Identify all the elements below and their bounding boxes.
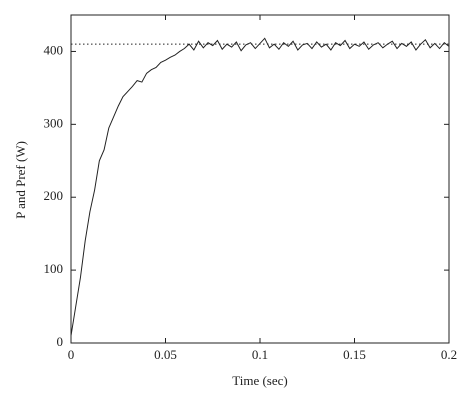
x-tick-label: 0.05 (154, 347, 177, 362)
data-line (70, 37, 450, 336)
y-tick-label: 300 (44, 115, 64, 130)
plot-frame (70, 14, 450, 344)
x-tick-label: 0.1 (252, 347, 268, 362)
x-tick-label: 0.2 (441, 347, 457, 362)
x-tick-label: 0.15 (343, 347, 366, 362)
y-tick-label: 0 (57, 334, 64, 349)
y-tick-label: 400 (44, 42, 64, 57)
x-axis-label: Time (sec) (232, 373, 288, 388)
y-axis-label: P and Pref (W) (13, 141, 28, 219)
y-tick-label: 100 (44, 261, 64, 276)
y-tick-label: 200 (44, 188, 64, 203)
x-tick-label: 0 (68, 347, 75, 362)
